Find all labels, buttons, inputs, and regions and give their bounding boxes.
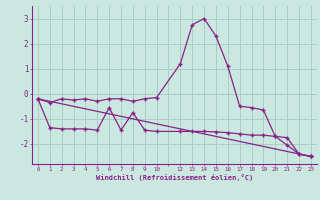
X-axis label: Windchill (Refroidissement éolien,°C): Windchill (Refroidissement éolien,°C) xyxy=(96,174,253,181)
